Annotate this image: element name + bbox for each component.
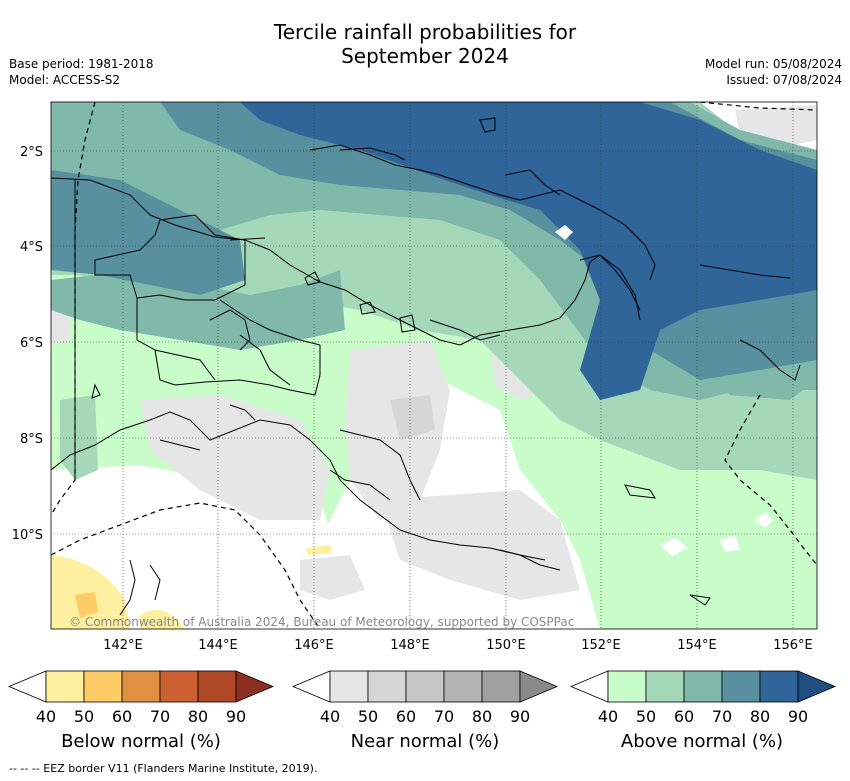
colorbar-segment bbox=[121, 670, 161, 703]
colorbar-0: 40 50 60 70 80 90 bbox=[7, 670, 275, 726]
colorbar-segment bbox=[721, 670, 761, 703]
colorbar-extend-low bbox=[7, 670, 47, 703]
lat-tick: 2°S bbox=[20, 145, 43, 160]
map-title: Tercile rainfall probabilities for Septe… bbox=[0, 20, 850, 68]
colorbar-tick: 50 bbox=[358, 707, 378, 726]
lon-tick: 150°E bbox=[486, 638, 526, 653]
lat-tick: 4°S bbox=[20, 240, 43, 255]
colorbar-extend-high bbox=[797, 670, 837, 703]
colorbar-segment bbox=[159, 670, 199, 703]
colorbar-tick: 70 bbox=[150, 707, 170, 726]
lon-tick: 142°E bbox=[103, 638, 143, 653]
colorbar-tick: 50 bbox=[636, 707, 656, 726]
colorbar-extend-low bbox=[291, 670, 331, 703]
colorbar-tick: 60 bbox=[112, 707, 132, 726]
colorbar-tick: 70 bbox=[434, 707, 454, 726]
colorbar-tick: 60 bbox=[674, 707, 694, 726]
colorbar-tick: 90 bbox=[510, 707, 530, 726]
map-frame bbox=[50, 101, 818, 630]
colorbar-segment bbox=[759, 670, 799, 703]
model-run: Model run: 05/08/2024 bbox=[704, 57, 842, 71]
colorbar-segment bbox=[197, 670, 237, 703]
colorbar-label-near: Near normal (%) bbox=[350, 731, 500, 752]
colorbar-tick: 70 bbox=[712, 707, 732, 726]
colorbar-segment bbox=[367, 670, 407, 703]
lon-tick: 152°E bbox=[581, 638, 621, 653]
colorbar-tick: 40 bbox=[320, 707, 340, 726]
colorbar-segment bbox=[645, 670, 685, 703]
colorbar-tick: 80 bbox=[750, 707, 770, 726]
gridlines bbox=[51, 102, 817, 629]
lon-tick: 148°E bbox=[390, 638, 430, 653]
colorbar-tick: 80 bbox=[472, 707, 492, 726]
lat-tick: 8°S bbox=[20, 432, 43, 447]
colorbar-tick: 60 bbox=[396, 707, 416, 726]
eez-footer: -- -- -- EEZ border V11 (Flanders Marine… bbox=[9, 762, 318, 775]
colorbar-tick: 90 bbox=[788, 707, 808, 726]
colorbar-label-below: Below normal (%) bbox=[61, 731, 221, 752]
meta-right: Model run: 05/08/2024 Issued: 07/08/2024 bbox=[705, 56, 842, 88]
copyright-text: © Commonwealth of Australia 2024, Bureau… bbox=[69, 615, 574, 629]
issued-date: Issued: 07/08/2024 bbox=[726, 73, 842, 87]
title-line-2: September 2024 bbox=[341, 44, 509, 68]
colorbar-segment bbox=[83, 670, 123, 703]
colorbar-segment bbox=[45, 670, 85, 703]
colorbar-segment bbox=[329, 670, 369, 703]
colorbar-tick: 40 bbox=[598, 707, 618, 726]
colorbar-segment bbox=[607, 670, 647, 703]
lon-tick: 146°E bbox=[294, 638, 334, 653]
colorbar-tick: 50 bbox=[74, 707, 94, 726]
colorbars: 40 50 60 70 80 90 40 50 60 70 80 90 40 50 60 70 80 90 bbox=[7, 670, 837, 726]
colorbar-extend-low bbox=[569, 670, 609, 703]
colorbar-1: 40 50 60 70 80 90 bbox=[291, 670, 559, 726]
colorbar-tick: 80 bbox=[188, 707, 208, 726]
model-name: Model: ACCESS-S2 bbox=[9, 73, 121, 87]
colorbar-segment bbox=[481, 670, 521, 703]
colorbar-segment bbox=[683, 670, 723, 703]
meta-left: Base period: 1981-2018 Model: ACCESS-S2 bbox=[9, 56, 154, 88]
title-line-1: Tercile rainfall probabilities for bbox=[273, 20, 577, 44]
lat-tick: 6°S bbox=[20, 336, 43, 351]
colorbar-extend-high bbox=[519, 670, 559, 703]
lon-tick: 156°E bbox=[773, 638, 813, 653]
eez-borders bbox=[51, 102, 817, 629]
colorbar-label-above: Above normal (%) bbox=[620, 731, 784, 752]
colorbar-segment bbox=[443, 670, 483, 703]
base-period: Base period: 1981-2018 bbox=[9, 57, 154, 71]
colorbar-tick: 90 bbox=[226, 707, 246, 726]
lat-tick: 10°S bbox=[12, 528, 43, 543]
map-panel bbox=[51, 102, 817, 629]
lon-tick: 144°E bbox=[198, 638, 238, 653]
colorbar-2: 40 50 60 70 80 90 bbox=[569, 670, 837, 726]
colorbar-segment bbox=[405, 670, 445, 703]
lon-tick: 154°E bbox=[677, 638, 717, 653]
colorbar-extend-high bbox=[235, 670, 275, 703]
colorbar-tick: 40 bbox=[36, 707, 56, 726]
